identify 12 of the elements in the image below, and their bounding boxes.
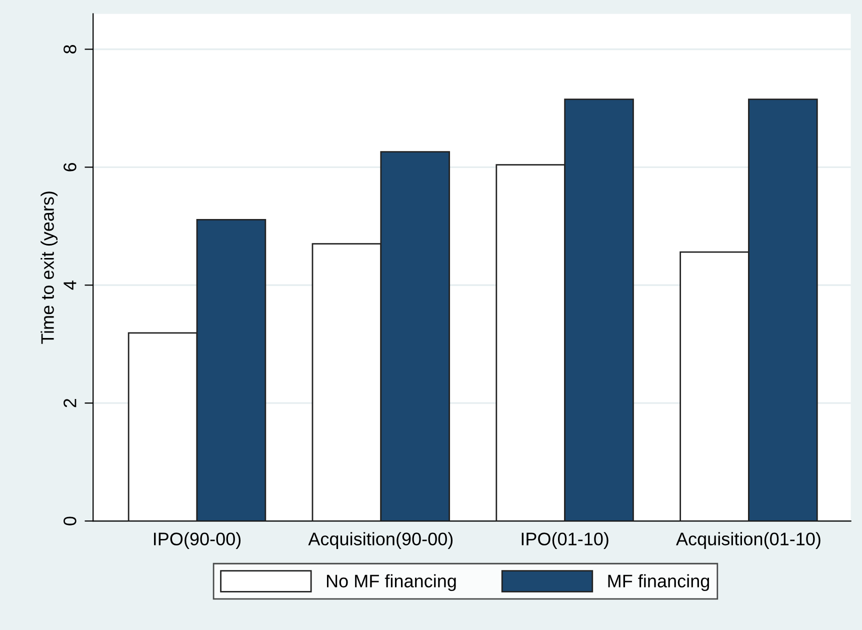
legend-label: MF financing (608, 574, 710, 592)
text: No MF financing (326, 574, 456, 592)
x-tick-label: IPO(90-00) (154, 532, 241, 549)
x-tick-label: IPO(01-10) (522, 532, 608, 549)
y-axis-title: Time to exit (years) (40, 192, 58, 344)
y-tick-label: 6 (64, 162, 76, 172)
y-tick-label: 4 (64, 280, 76, 290)
x-tick-label: Acquisition(90-00) (308, 532, 453, 549)
y-tick-label: 0 (64, 516, 76, 526)
x-tick-label: Acquisition(01-10) (676, 532, 820, 549)
y-tick-label: 8 (64, 45, 76, 54)
y-tick-label: 2 (64, 398, 76, 408)
